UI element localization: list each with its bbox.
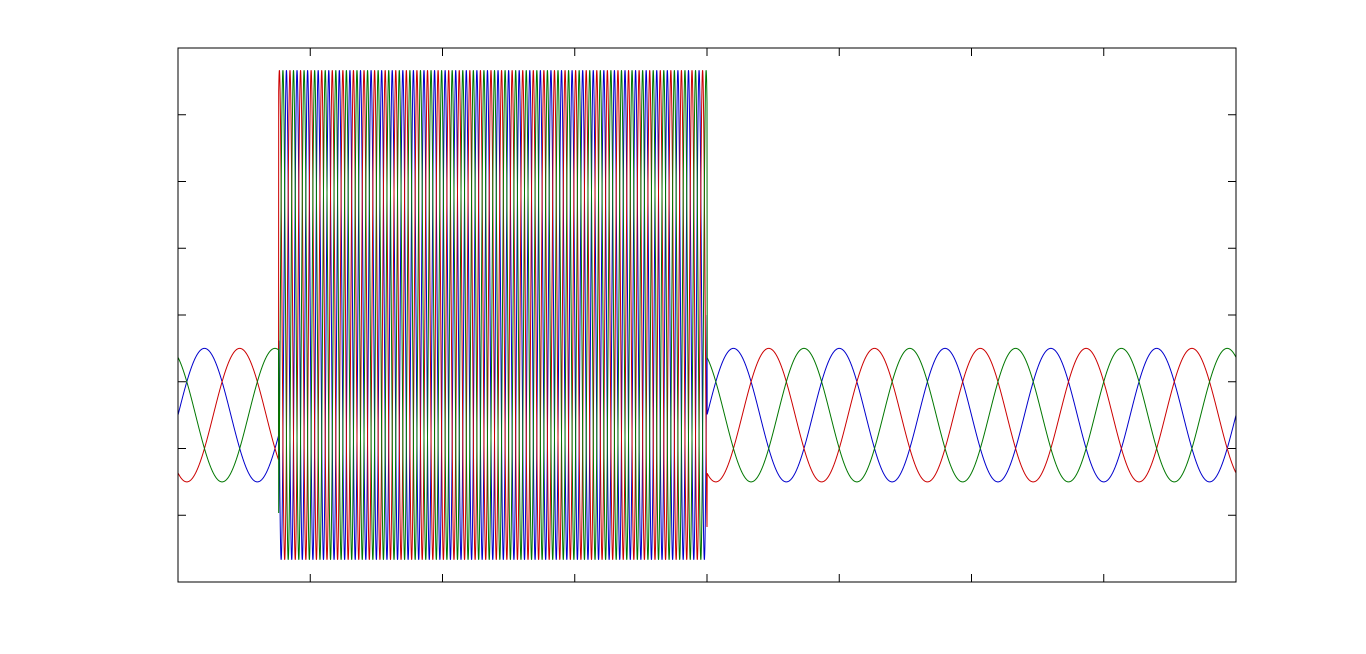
series-lines (177, 70, 1237, 560)
series-line-2 (177, 70, 1237, 560)
axes-frame (177, 47, 1237, 583)
series-line-3 (177, 70, 1237, 560)
